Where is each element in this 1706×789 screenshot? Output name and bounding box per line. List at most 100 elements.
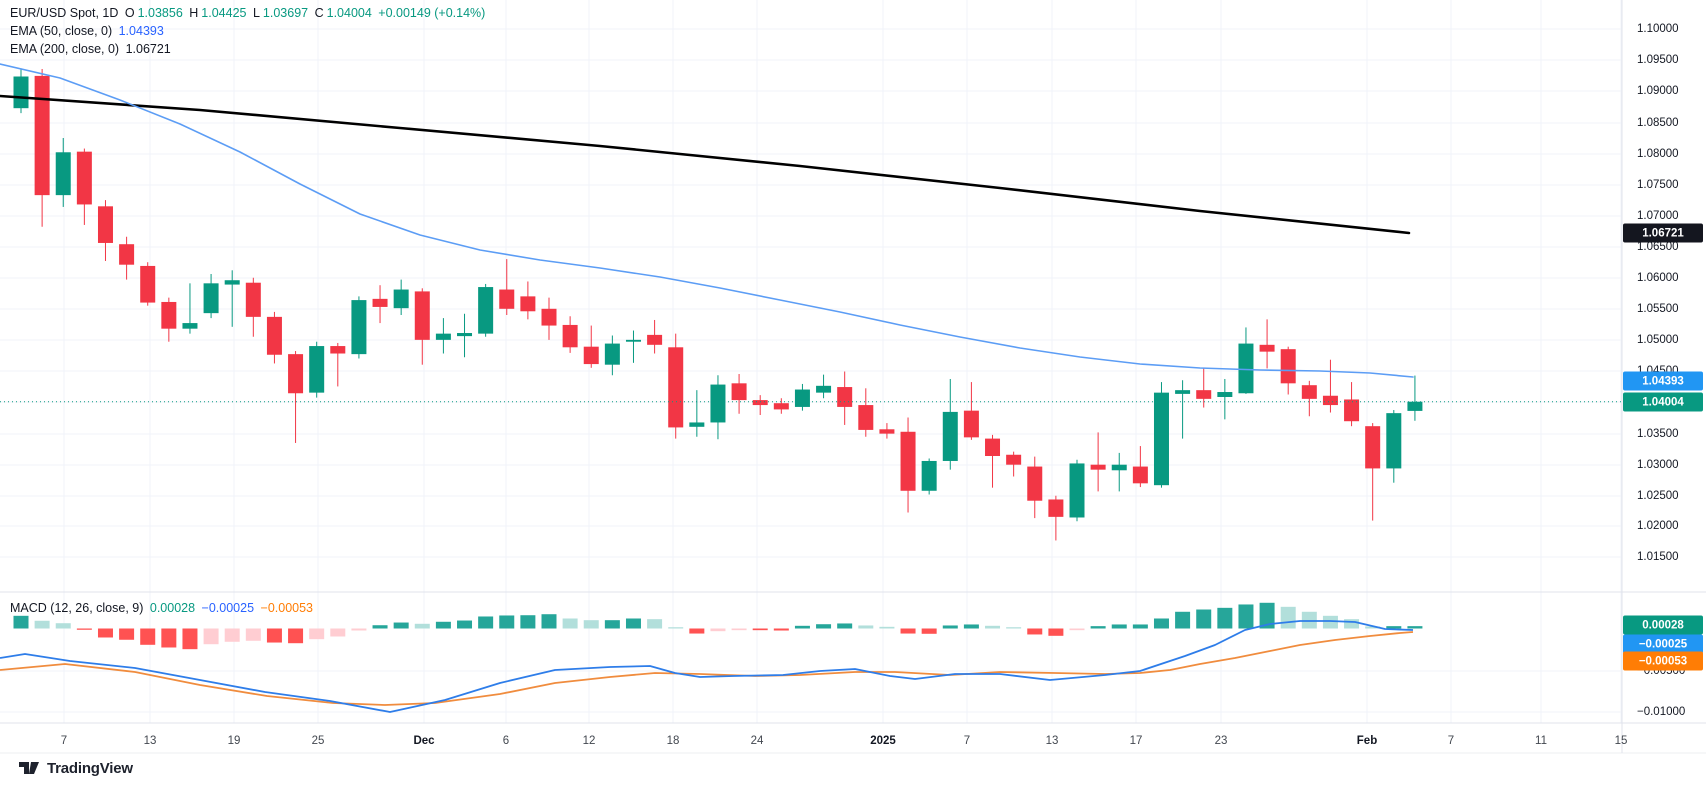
candle: [1090, 432, 1106, 492]
candle: [1322, 359, 1338, 413]
candle: [752, 395, 768, 416]
candle: [731, 374, 747, 414]
ema200-line: [0, 94, 1411, 235]
candle: [1365, 423, 1381, 521]
macd-histogram-bar: [752, 628, 768, 631]
macd-histogram-bar: [372, 625, 388, 629]
candle: [76, 148, 92, 225]
macd-histogram-bar: [288, 628, 304, 644]
candle: [647, 319, 663, 354]
candle: [668, 333, 684, 439]
macd-histogram-bar: [351, 628, 367, 631]
macd-histogram-bar: [647, 619, 663, 629]
time-axis-label: 17: [1129, 735, 1143, 747]
macd-lines: [0, 620, 1414, 713]
symbol-legend-row[interactable]: EUR/USD Spot, 1D O 1.03856 H 1.04425 L 1.03…: [10, 6, 488, 20]
candle: [351, 296, 367, 359]
macd-histogram-bar: [97, 628, 113, 638]
ema-overlays: [0, 63, 1414, 378]
macd-histogram-bar: [794, 625, 810, 629]
candle: [520, 281, 536, 320]
time-axis-label: 15: [1614, 735, 1628, 747]
candle: [119, 236, 135, 280]
grid-lines: [0, 0, 1622, 723]
time-axis-label: 11: [1535, 735, 1547, 747]
macd-histogram-bar: [55, 623, 71, 629]
price-axis-label: −0.01000: [1637, 706, 1686, 718]
candle: [837, 371, 853, 425]
macd-histogram-bar: [76, 628, 92, 630]
axis-price-badge: 1.04393: [1623, 371, 1703, 391]
price-axis-label: 1.09500: [1637, 54, 1679, 66]
macd-histogram-bar: [583, 620, 599, 629]
candle: [1048, 495, 1064, 541]
candle: [858, 388, 874, 437]
time-axis-label: 2025: [870, 735, 896, 747]
macd-histogram-bar: [266, 628, 282, 643]
macd-histogram-bar: [1386, 626, 1402, 629]
tradingview-logo[interactable]: TradingView: [18, 759, 133, 777]
macd-histogram-bar: [1217, 607, 1233, 629]
macd-histogram-bar: [119, 628, 135, 640]
macd-histogram-bar: [1365, 626, 1381, 629]
axis-price-badge: 1.06721: [1623, 223, 1703, 243]
high-value: 1.04425: [201, 6, 247, 20]
axis-price-badge: 0.00028: [1623, 615, 1703, 635]
candle: [288, 351, 304, 443]
candle: [1069, 459, 1085, 522]
ema200-label: EMA (200, close, 0): [10, 42, 120, 56]
candle: [1196, 367, 1212, 408]
open-letter: O: [124, 6, 135, 20]
macd-histogram-bar: [689, 628, 705, 634]
candle: [1175, 380, 1191, 439]
candle: [1407, 375, 1423, 421]
candle: [963, 382, 979, 440]
macd-histogram-bar: [1090, 626, 1106, 629]
macd-histogram-bar: [182, 628, 198, 650]
open-value: 1.03856: [137, 6, 183, 20]
macd-histogram-bar: [541, 614, 557, 629]
candlestick-series[interactable]: [13, 68, 1423, 541]
price-axis-label: 1.10000: [1637, 23, 1679, 35]
macd-histogram-bar: [879, 626, 895, 629]
candle: [182, 283, 198, 334]
ema200-value: 1.06721: [125, 42, 171, 56]
macd-histogram-bar: [604, 620, 620, 629]
macd-histogram-bar: [731, 628, 747, 631]
macd-histogram-bar: [309, 628, 325, 640]
macd-histogram-bar: [1027, 628, 1043, 635]
candle: [266, 311, 282, 364]
axis-price-badge: −0.00053: [1623, 651, 1703, 671]
macd-histogram-bar: [457, 620, 473, 629]
ema50-legend-row[interactable]: EMA (50, close, 0) 1.04393: [10, 24, 167, 38]
candle: [393, 279, 409, 316]
price-axis-label: 1.07000: [1637, 210, 1679, 222]
symbol-title: EUR/USD Spot, 1D: [10, 6, 119, 20]
candle: [224, 270, 240, 327]
macd-histogram-bar: [942, 625, 958, 629]
macd-histogram-bar: [161, 628, 177, 648]
time-axis-label: 19: [227, 735, 241, 747]
macd-histogram-bar: [1259, 602, 1275, 629]
macd-histogram-bar: [1111, 624, 1127, 629]
candle: [1153, 382, 1169, 488]
macd-histogram-bar: [435, 621, 451, 629]
price-axis-label: 1.03500: [1637, 428, 1679, 440]
time-axis-label: 24: [750, 735, 764, 747]
candle: [773, 398, 789, 414]
ema200-legend-row[interactable]: EMA (200, close, 0) 1.06721: [10, 42, 174, 56]
price-axis-label: 1.03000: [1637, 459, 1679, 471]
candle: [942, 378, 958, 470]
candle: [97, 200, 113, 261]
time-axis-label: 18: [666, 735, 680, 747]
macd-legend-row[interactable]: MACD (12, 26, close, 9) 0.00028 −0.00025…: [10, 601, 316, 615]
low-value: 1.03697: [262, 6, 309, 20]
candle: [1386, 410, 1402, 483]
candle: [457, 313, 473, 358]
time-axis-label: 12: [582, 735, 596, 747]
candle: [1111, 452, 1127, 492]
macd-histogram-bar: [562, 618, 578, 629]
candle: [34, 69, 50, 227]
